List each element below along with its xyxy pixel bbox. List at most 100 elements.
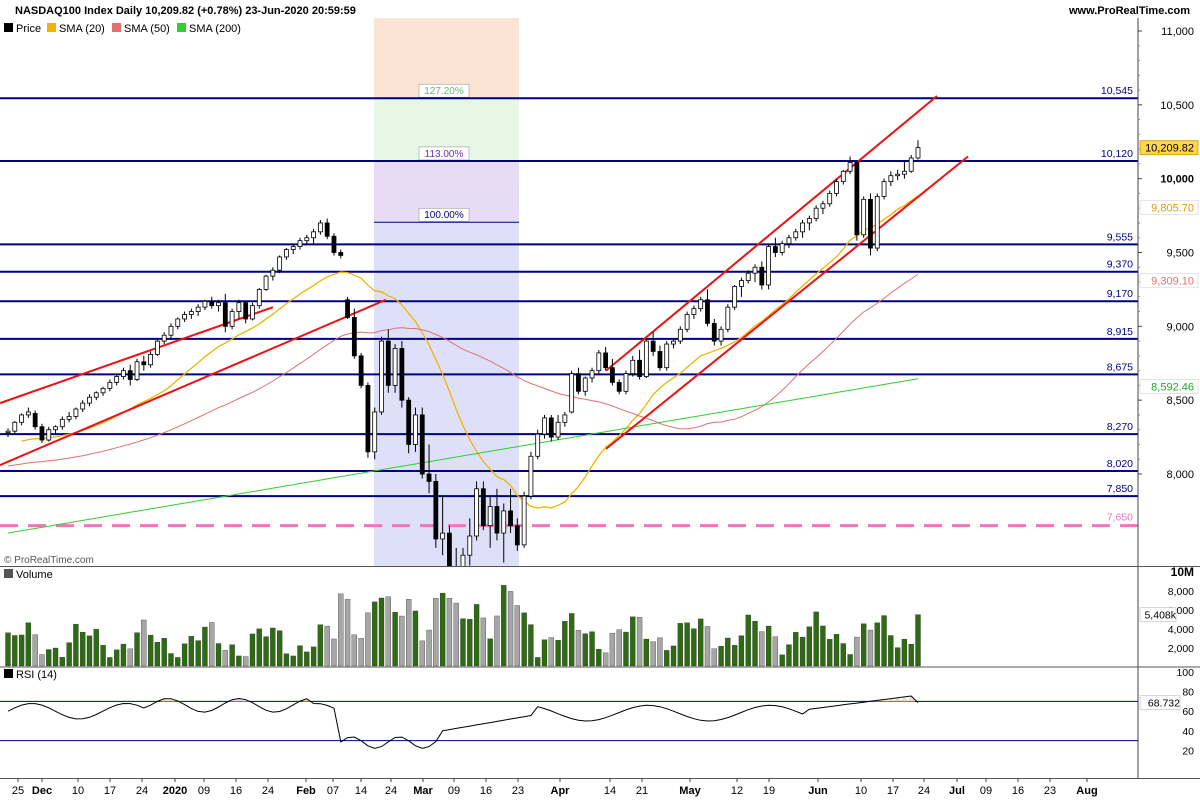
candle: [752, 264, 758, 283]
candle: [637, 349, 642, 380]
legend-rsi[interactable]: RSI (14): [4, 669, 57, 681]
candle-body: [263, 275, 269, 290]
x-tick-label: 12: [731, 785, 743, 797]
candle: [243, 301, 249, 324]
brand-link[interactable]: www.ProRealTime.com: [1068, 5, 1190, 17]
candle: [514, 518, 520, 551]
legend-sma200[interactable]: SMA (200): [177, 23, 241, 35]
candle-body: [195, 306, 201, 312]
candle: [847, 156, 853, 175]
x-tick-label: Dec: [32, 785, 52, 797]
volume-bar: [141, 619, 147, 667]
candle: [820, 200, 826, 215]
candle-body: [739, 280, 744, 287]
candle: [623, 370, 629, 395]
candle: [222, 293, 228, 333]
candle-body: [800, 222, 805, 233]
candle: [542, 414, 547, 439]
candle-body: [19, 414, 24, 423]
x-tick-label: 09: [448, 785, 460, 797]
x-tick-label: 24: [385, 785, 397, 797]
candle-body: [847, 162, 853, 172]
legend-price[interactable]: Price: [4, 23, 41, 35]
candle: [705, 289, 710, 327]
candle-body: [53, 426, 58, 431]
candle: [548, 414, 554, 442]
candle: [100, 386, 106, 396]
candle-body: [772, 246, 778, 253]
candle: [766, 243, 771, 290]
candle: [569, 370, 575, 414]
candle: [535, 429, 541, 460]
candle: [270, 267, 276, 281]
candle: [739, 277, 744, 297]
legend-sma50[interactable]: SMA (50): [112, 23, 170, 35]
volume-bar: [725, 637, 731, 667]
candle-body: [487, 506, 493, 527]
volume-bar: [188, 636, 195, 667]
candle-body: [759, 266, 765, 286]
candle: [881, 178, 887, 200]
y-tick-label: 10,000: [1160, 174, 1194, 186]
candle-body: [25, 411, 31, 416]
sma20-swatch-icon: [47, 23, 56, 32]
candle-body: [209, 300, 215, 307]
x-tick-label: 24: [262, 785, 274, 797]
volume-bar: [93, 629, 99, 667]
rsi-swatch-icon: [4, 669, 13, 678]
volume-bar: [127, 648, 133, 667]
volume-bar: [338, 593, 344, 667]
candle-body: [121, 370, 126, 377]
candle-body: [671, 340, 676, 345]
candle-body: [548, 417, 554, 438]
volume-bar: [406, 599, 412, 667]
candle: [718, 326, 724, 346]
legend-sma20[interactable]: SMA (20): [47, 23, 105, 35]
volume-bar: [779, 654, 785, 667]
x-tick-label: 10: [72, 785, 84, 797]
volume-bar: [799, 636, 806, 667]
volume-bar: [555, 640, 561, 667]
y-tick-label: 9,000: [1166, 321, 1194, 333]
candle: [698, 296, 704, 312]
legend-volume[interactable]: Volume: [4, 569, 53, 581]
volume-bar: [664, 650, 670, 667]
candle-body: [705, 299, 710, 324]
candle: [508, 488, 513, 534]
candle: [155, 338, 160, 356]
candle-body: [555, 421, 561, 438]
volume-bar: [243, 656, 249, 667]
candle-body: [596, 352, 602, 372]
candle-body: [718, 328, 724, 342]
candle-body: [32, 413, 38, 428]
candle-body: [616, 382, 622, 392]
candle-body: [440, 532, 446, 540]
candle-body: [576, 373, 581, 392]
chart-title: NASDAQ100 Index Daily 10,209.82 (+0.78%)…: [15, 5, 356, 17]
candle-body: [854, 162, 860, 236]
candle: [501, 503, 507, 563]
candle: [25, 407, 31, 418]
candle: [915, 140, 921, 160]
candle: [480, 481, 486, 531]
candle-body: [5, 430, 11, 434]
volume-bar: [100, 645, 106, 667]
candle-body: [39, 426, 45, 441]
x-tick-label: 19: [763, 785, 775, 797]
volume-bar: [134, 632, 140, 667]
candle-body: [406, 399, 412, 445]
volume-bar: [881, 615, 887, 667]
candle-body: [107, 382, 113, 389]
volume-bar: [623, 631, 629, 667]
y-tick-label: 8,500: [1166, 395, 1194, 407]
volume-bar: [202, 626, 208, 667]
volume-bar: [813, 611, 819, 667]
candle: [66, 411, 72, 423]
volume-bar: [73, 623, 79, 667]
candle: [311, 228, 316, 244]
volume-bar: [507, 591, 514, 667]
volume-bar: [759, 631, 765, 667]
candle-body: [664, 343, 670, 369]
volume-bar: [66, 642, 72, 667]
